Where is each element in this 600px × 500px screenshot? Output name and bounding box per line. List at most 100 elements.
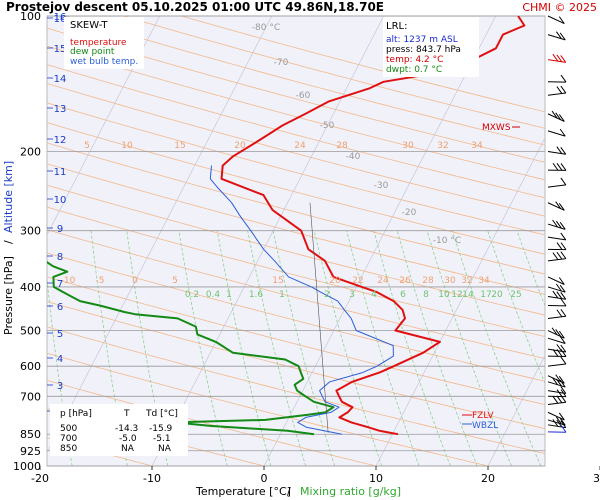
isotherm-line (47, 16, 161, 236)
wind-barb-flag (552, 219, 558, 228)
wind-barb-flag (560, 349, 567, 357)
wind-barb-flag (555, 112, 562, 121)
isotherm-line (263, 16, 497, 466)
mixing-ratio-line (47, 275, 73, 466)
altitude-tick-label: 3 (57, 381, 63, 392)
wetbulb-curve (209, 165, 394, 435)
lcl-altitude: alt: 1237 m ASL (386, 35, 458, 45)
wind-barbs (547, 15, 567, 433)
wind-barb-shaft (547, 223, 566, 230)
table-cell: 850 (60, 444, 77, 454)
orange-row-label: 10 (121, 141, 133, 151)
isotherm-line (47, 16, 273, 454)
isotherms (47, 16, 545, 466)
isotherm-line (487, 354, 545, 466)
altitude-tick-label: 13 (54, 104, 67, 115)
wind-barb-flag (555, 31, 562, 40)
mixing-ratio-label: 12 (451, 290, 462, 300)
orange-row-label: 5 (172, 276, 178, 286)
wind-barb-flag (560, 298, 567, 307)
orange-row-label: 26 (399, 276, 411, 286)
level-table: p [hPa] T Td [°C] 500 -14.3 -15.9 700 -5… (50, 404, 188, 456)
dry-adiabat-line (47, 142, 545, 275)
mixing-ratio-line (451, 230, 542, 466)
pressure-tick-label: 925 (20, 445, 41, 458)
wind-barb-flag (560, 395, 567, 403)
wind-barb-flag (560, 308, 567, 317)
orange-row-label: 22 (352, 276, 363, 286)
y-axis-label-secondary: Altitude [km] (2, 161, 15, 233)
wind-barb-flag (555, 416, 562, 425)
mixing-ratio-label: 6 (400, 290, 406, 300)
parcel-line (309, 202, 329, 433)
wind-barb-shaft (547, 92, 566, 96)
plot-area (46, 15, 546, 467)
wind-barb-flag (560, 163, 567, 171)
mixing-ratio-label: 0.4 (206, 290, 221, 300)
wind-barb-flag (560, 232, 567, 241)
wind-barb-shaft (547, 59, 566, 63)
table-cell: -15.9 (149, 424, 173, 434)
mixing-ratio-line (373, 230, 451, 466)
wind-barb-flag (556, 291, 563, 299)
mixing-ratio-label: 2 (324, 290, 330, 300)
wind-barb-flag (556, 349, 563, 357)
mixing-ratio-line (272, 230, 336, 466)
wind-barb-flag (558, 277, 565, 285)
orange-row-label: 30 (402, 141, 414, 151)
dry-adiabat-line (47, 102, 545, 236)
lcl-temperature: temp: 4.2 °C (386, 55, 443, 65)
legend-title: SKEW-T (70, 20, 108, 31)
orange-row-label: 28 (422, 276, 434, 286)
y-axis-label: Pressure [hPa] (2, 256, 15, 335)
wind-barb-shaft (547, 381, 566, 388)
wind-barb-flag (551, 327, 558, 336)
mixing-ratio-label: 20 (491, 290, 503, 300)
dry-adiabat-label: -10 °C (433, 236, 461, 246)
isotherm-line (375, 137, 545, 466)
dry-adiabat-line (47, 276, 545, 406)
mixing-ratio-label: 4 (371, 290, 377, 300)
orange-row-label: 34 (478, 276, 490, 286)
wind-barb-flag (560, 356, 567, 365)
wind-barb-shaft (547, 184, 566, 188)
altitude-tick-label: 11 (54, 167, 67, 178)
wind-barb-flag (552, 290, 559, 299)
pressure-tick-label: 1000 (13, 460, 41, 473)
dry-adiabat-label: -50 (320, 121, 335, 131)
wind-barb-flag (552, 53, 559, 62)
wind-barb-flag (552, 162, 559, 171)
wind-barb-flag (555, 378, 562, 387)
wind-barb-flag (559, 284, 566, 293)
plot-labels: -80 °C-70-60-50-40-30-20-10 °C5 10 15 20 24 2… (61, 23, 522, 300)
wind-barb-flag (560, 85, 567, 94)
wind-barb-flag (560, 420, 567, 428)
wind-barb-flag (560, 344, 567, 353)
table-cell: NA (121, 444, 135, 454)
wind-barb-shaft (547, 337, 566, 344)
y-axis-separator: / (2, 240, 15, 244)
wind-barb-flag (559, 222, 566, 230)
wind-barb-flag (560, 291, 567, 300)
altitude-tick-label: 10 (54, 195, 67, 206)
mixing-ratio-line (126, 230, 169, 466)
x-tick-label: 20 (481, 472, 495, 485)
mixing-ratio-label: 1.6 (249, 290, 264, 300)
mixing-ratio-line (313, 230, 383, 466)
wind-barb-flag (551, 110, 558, 119)
legend-item-wetbulb: wet bulb temp. (70, 57, 138, 67)
dry-adiabat-line (47, 83, 545, 217)
fzlv-marker-label: FZLV (472, 411, 494, 421)
temperature-curve (220, 16, 526, 436)
isotherm-line (151, 16, 385, 466)
wind-barb-flag (559, 417, 566, 426)
wind-barb-flag (560, 177, 567, 186)
chart-title: Prostejov descent 05.10.2025 01:00 UTC 4… (6, 0, 384, 14)
x-tick-label: -10 (143, 472, 161, 485)
table-header-t: T (123, 409, 130, 419)
dry-adiabat-line (47, 122, 545, 255)
dry-adiabat-label: -20 (402, 208, 417, 218)
wind-barb-flag (559, 379, 566, 388)
dry-adiabat-label: -60 (296, 91, 311, 101)
